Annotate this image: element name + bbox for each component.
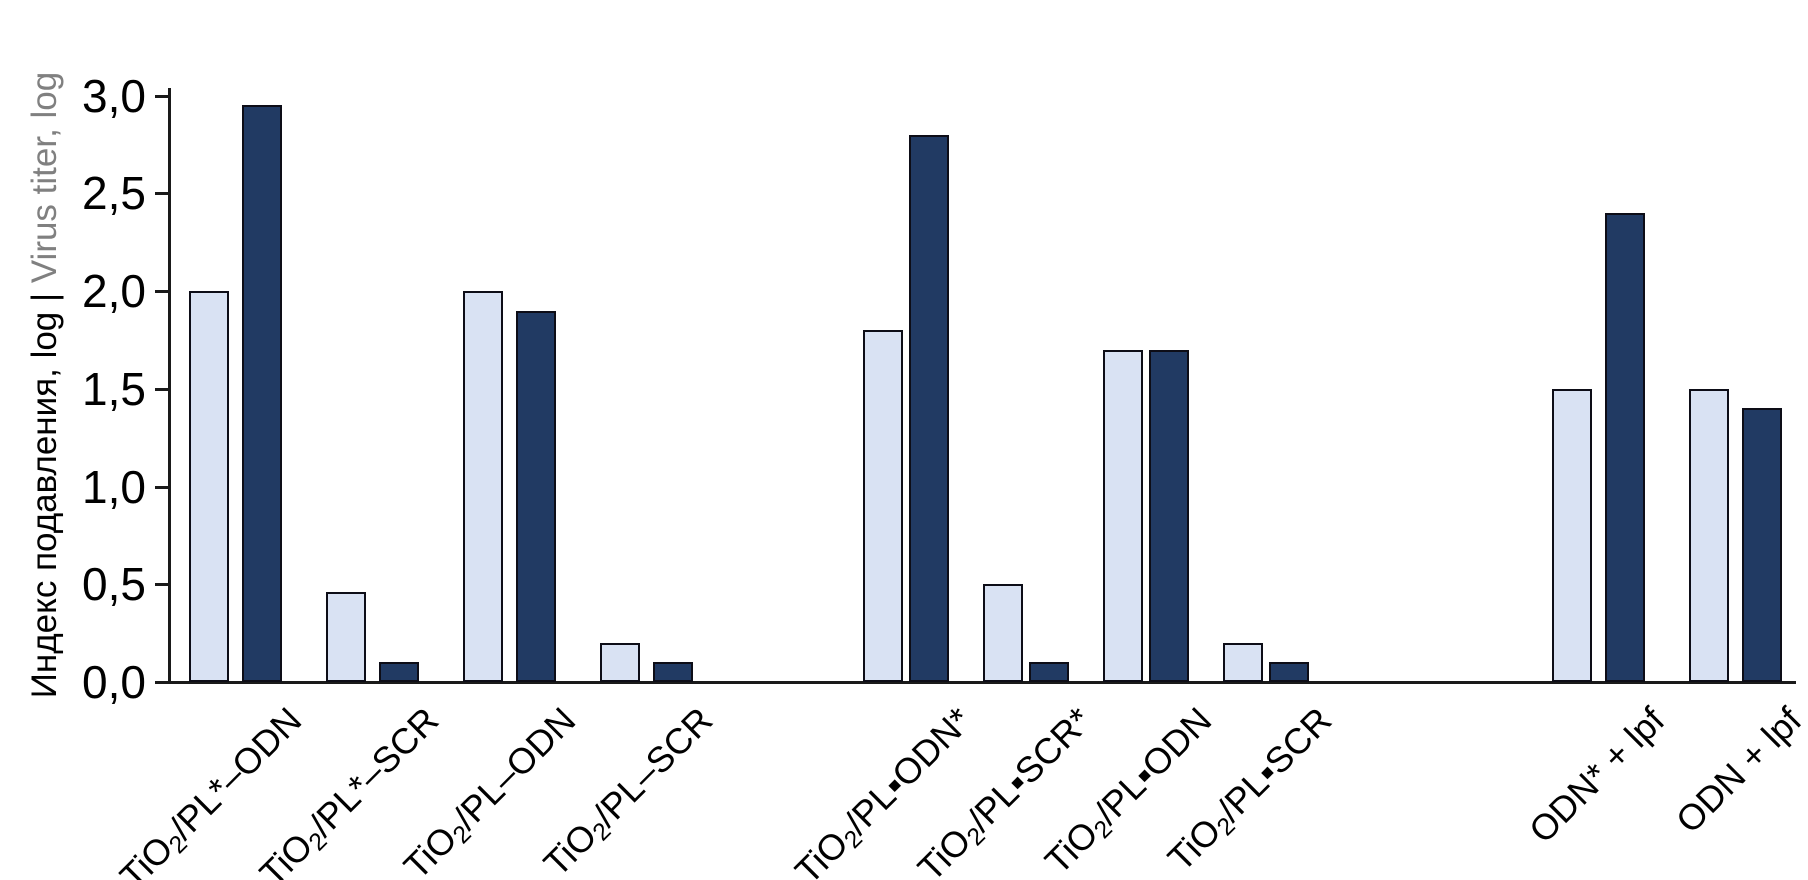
bar-light-5 xyxy=(983,584,1023,682)
y-tick-label: 3,0 xyxy=(82,69,146,122)
x-axis-label-8: ODN* + lpf xyxy=(1520,699,1672,851)
y-tick-mark xyxy=(155,681,170,684)
bar-dark-9 xyxy=(1742,408,1782,682)
y-tick-label: 0,5 xyxy=(82,558,146,611)
bar-dark-8 xyxy=(1605,213,1645,682)
y-tick-label: 0,0 xyxy=(82,656,146,708)
bar-dark-0 xyxy=(242,105,282,682)
bar-light-6 xyxy=(1103,350,1143,682)
y-tick-mark xyxy=(155,485,170,489)
bar-light-0 xyxy=(189,291,229,682)
y-tick-mark xyxy=(155,290,170,293)
y-tick-mark xyxy=(155,192,170,196)
bar-light-2 xyxy=(463,291,503,682)
y-axis-line xyxy=(168,88,171,684)
y-tick-mark xyxy=(155,583,170,587)
y-tick-label: 1,0 xyxy=(82,460,146,513)
bar-dark-1 xyxy=(379,662,419,682)
bar-light-8 xyxy=(1552,389,1592,682)
bar-light-4 xyxy=(863,330,903,682)
x-axis-line xyxy=(168,681,1796,684)
bar-light-7 xyxy=(1223,643,1263,682)
bar-light-3 xyxy=(600,643,640,682)
bar-dark-7 xyxy=(1269,662,1309,682)
y-tick-label: 2,0 xyxy=(82,265,146,317)
bar-dark-5 xyxy=(1029,662,1069,682)
y-tick-mark xyxy=(155,94,170,98)
y-tick-mark xyxy=(155,387,170,391)
y-tick-label: 2,5 xyxy=(82,167,146,220)
bar-dark-6 xyxy=(1149,350,1189,682)
bar-light-9 xyxy=(1689,389,1729,682)
y-tick-label: 1,5 xyxy=(82,362,146,415)
bar-dark-4 xyxy=(909,135,949,682)
bar-dark-3 xyxy=(653,662,693,682)
bar-dark-2 xyxy=(516,311,556,682)
bar-light-1 xyxy=(326,592,366,682)
